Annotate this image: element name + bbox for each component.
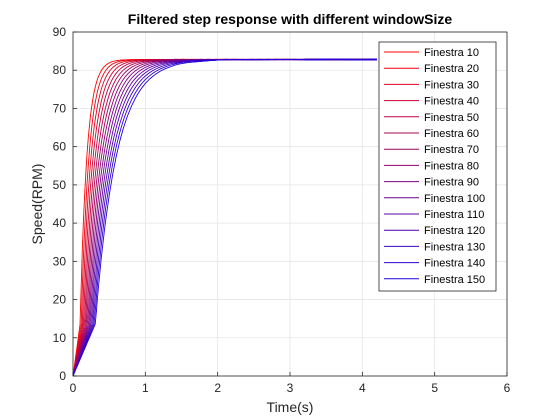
legend-label: Finestra 90 <box>424 177 479 189</box>
x-axis-title: Time(s) <box>267 399 314 415</box>
x-tick-label: 0 <box>70 381 77 395</box>
y-tick-label: 50 <box>53 178 67 192</box>
y-tick-label: 30 <box>53 254 67 268</box>
y-tick-label: 80 <box>53 63 67 77</box>
legend-label: Finestra 10 <box>424 47 479 59</box>
legend: Finestra 10 Finestra 20 Finestra 30 Finestr… <box>378 41 497 292</box>
y-tick-label: 10 <box>53 331 67 345</box>
y-tick-label: 20 <box>53 293 67 307</box>
x-tick-label: 6 <box>504 381 511 395</box>
x-tick-label: 4 <box>359 381 366 395</box>
y-tick-label: 0 <box>59 369 66 383</box>
x-tick-label: 5 <box>431 381 438 395</box>
legend-label: Finestra 130 <box>424 241 485 253</box>
legend-label: Finestra 60 <box>424 128 479 140</box>
legend-label: Finestra 80 <box>424 160 479 172</box>
legend-label: Finestra 120 <box>424 225 485 237</box>
legend-box <box>378 41 497 292</box>
legend-label: Finestra 150 <box>424 274 485 286</box>
y-axis-title: Speed(RPM) <box>29 164 45 245</box>
x-tick-label: 2 <box>214 381 221 395</box>
x-tick-label: 1 <box>142 381 149 395</box>
legend-label: Finestra 40 <box>424 96 479 108</box>
series-line-15 <box>72 58 377 377</box>
y-tick-label: 60 <box>53 140 67 154</box>
y-tick-label: 70 <box>53 101 67 115</box>
legend-label: Finestra 70 <box>424 144 479 156</box>
y-tick-label: 90 <box>53 25 67 39</box>
legend-label: Finestra 50 <box>424 112 479 124</box>
series-lines <box>72 58 377 377</box>
legend-label: Finestra 110 <box>424 209 484 221</box>
legend-label: Finestra 100 <box>424 193 485 205</box>
legend-label: Finestra 20 <box>424 63 479 75</box>
x-tick-label: 3 <box>287 381 294 395</box>
y-tick-label: 40 <box>53 216 67 230</box>
legend-label: Finestra 30 <box>424 79 479 91</box>
legend-label: Finestra 140 <box>424 258 485 270</box>
chart-title: Filtered step response with different wi… <box>128 11 453 27</box>
